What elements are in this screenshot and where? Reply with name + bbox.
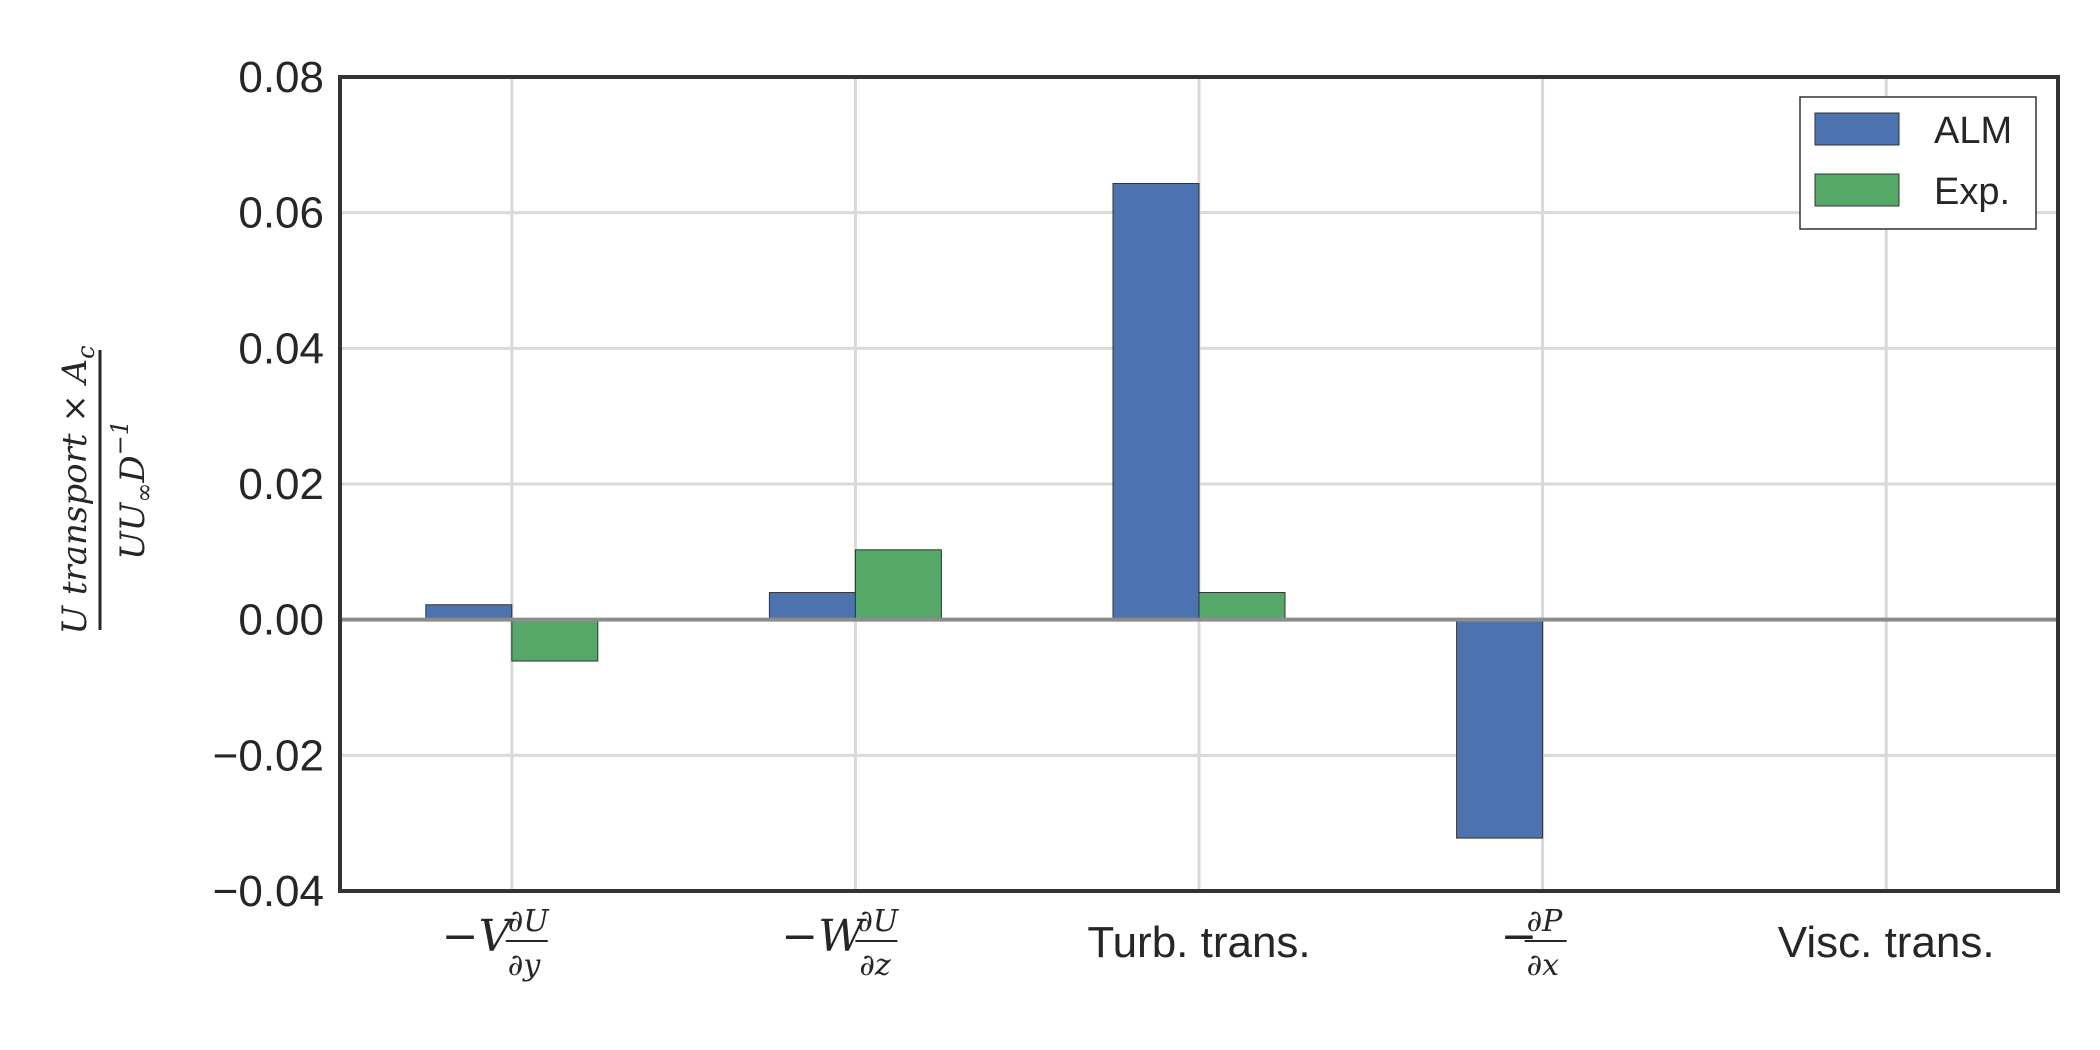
svg-text:∂y: ∂y [508,948,542,983]
x-tick-label-2: Turb. trans. [1087,918,1310,967]
y-tick-label: 0.08 [238,53,324,102]
y-label-denominator-sup: −1 [106,420,134,455]
svg-text:∂U: ∂U [508,904,551,939]
x-tick-text-visc: Visc. trans. [1778,918,1995,967]
y-tick-label: 0.00 [238,596,324,645]
x-tick-label-3: − ∂P ∂x [1501,904,1567,983]
svg-text:UU∞D−1: UU∞D−1 [106,420,158,560]
svg-text:∂P: ∂P [1527,904,1564,939]
bar-exp-2 [1198,592,1286,621]
bar-alm-0 [425,604,513,621]
bar-alm-2 [1112,182,1200,621]
legend-swatch-alm [1814,112,1900,146]
x-tick-label-0: −V ∂U ∂y [442,904,551,983]
x-tick-label-4: Visc. trans. [1778,918,1995,967]
svg-text:U transport × Ac: U transport × Ac [55,345,100,634]
svg-text:∂z: ∂z [859,948,891,983]
y-tick-label: 0.02 [238,460,324,509]
legend-label-alm: ALM [1934,110,2012,152]
legend-swatch-exp [1814,173,1900,207]
y-tick-label: 0.04 [238,324,324,373]
svg-text:−W: −W [781,911,867,962]
y-label-numerator: U transport × A [55,359,95,635]
x-tick-labels: −V ∂U ∂y −W ∂U ∂z Turb. trans. − ∂P ∂x [442,904,1995,983]
svg-text:−: − [1501,911,1538,962]
y-label-denominator-sub: ∞ [130,483,158,503]
svg-text:∂x: ∂x [1527,948,1560,983]
bar-alm-1 [768,592,856,621]
svg-text:−V: −V [442,911,515,962]
y-tick-label: −0.02 [213,731,324,780]
y-label-numerator-sub: c [72,345,100,358]
y-axis-label: U transport × Ac UU∞D−1 [55,345,158,634]
x-tick-text-turb: Turb. trans. [1087,918,1310,967]
bar-alm-3 [1456,619,1544,839]
svg-text:∂U: ∂U [857,904,900,939]
legend: ALM Exp. [1799,96,2037,230]
plot-frame [338,75,2060,893]
x-tick-label-1: −W ∂U ∂z [781,904,900,983]
bar-exp-0 [511,619,599,662]
y-tick-label: −0.04 [213,867,324,916]
y-tick-label: 0.06 [238,189,324,238]
bars-layer [425,182,1544,839]
bar-exp-1 [854,549,942,621]
y-label-denominator-rest: D [113,455,153,483]
y-label-denominator: UU [113,501,153,560]
y-tick-labels: −0.04 −0.02 0.00 0.02 0.04 0.06 0.08 [213,53,324,916]
legend-label-exp: Exp. [1934,171,2010,213]
